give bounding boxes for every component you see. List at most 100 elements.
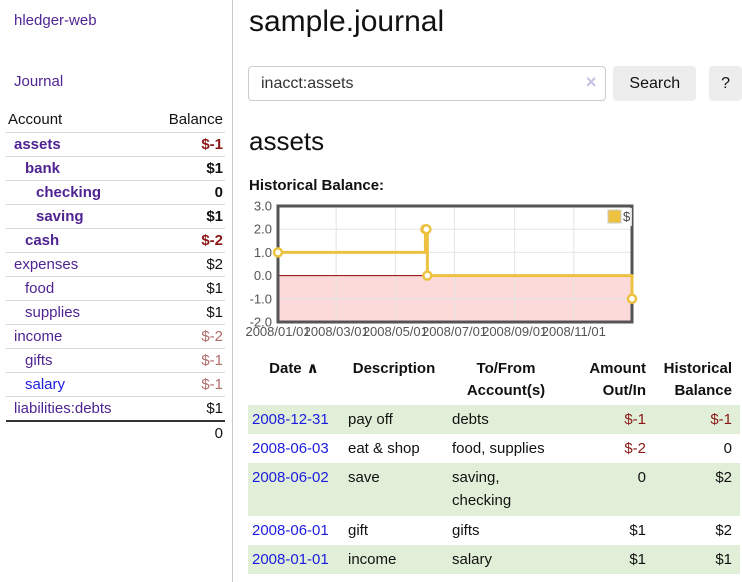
x-axis-tick-label: 2008/07/01 [422,324,487,339]
sidebar-account-balance: $-1 [147,348,225,373]
y-axis-tick-label: -1.0 [250,291,272,306]
sidebar-account-balance: $-2 [147,324,225,349]
register-row: 2008-01-01 income salary $1 $1 [248,544,740,574]
legend-label: $ [623,209,631,224]
register-amount-cell: 0 [637,469,646,486]
chart-canvas: $2008/01/012008/03/012008/05/012008/07/0… [245,199,638,339]
sidebar-account-expenses[interactable]: expenses [14,256,79,273]
sidebar-account-assets[interactable]: assets [14,136,61,153]
sidebar-account-row: checking 0 [6,180,225,205]
register-date-link[interactable]: 2008-06-02 [252,469,329,486]
sidebar-account-row: gifts $-1 [6,348,225,373]
x-axis-tick-label: 2008/11/01 [542,324,606,339]
sidebar-account-row: liabilities:debts $1 [6,396,225,421]
sidebar-total-balance: 0 [147,420,225,445]
y-axis-tick-label: -2.0 [250,315,272,330]
sidebar: hledger-web Journal Account Balance asse… [0,0,233,582]
sidebar-account-balance: $1 [147,276,225,301]
search-input[interactable] [248,66,607,101]
accounts-header-account: Account [8,111,63,128]
data-point-marker [421,223,432,235]
y-axis-tick-label: 3.0 [254,199,272,214]
register-description-cell: pay off [348,410,393,428]
register-date-link[interactable]: 2008-01-01 [252,550,329,568]
page-title: sample.journal [249,5,445,38]
register-row: 2008-06-01 gift gifts $1 $2 [248,516,740,545]
register-accounts-cell: salary [452,550,493,568]
register-balance-cell: $2 [715,469,732,486]
register-amount-cell: $-1 [624,410,646,428]
x-axis-tick-label: 2008/09/01 [482,324,547,339]
register-amount-cell: $-2 [624,439,646,457]
y-axis-tick-label: 0.0 [254,268,272,283]
help-button[interactable]: ? [709,66,742,101]
sidebar-account-supplies[interactable]: supplies [25,304,81,321]
register-date-link[interactable]: 2008-06-01 [252,521,329,539]
chart-label: Historical Balance: [249,177,385,194]
register-description-cell: income [348,550,397,568]
x-axis-tick-label: 2008/05/01 [363,324,428,339]
register-row: 2008-06-03 eat & shop food, supplies $-2 0 [248,434,740,463]
sidebar-account-balance: $1 [147,156,225,181]
search-bar: × Search ? [248,66,742,101]
register-amount-cell: $1 [629,550,646,568]
register-header-row: Date ∧ Description To/From Account(s) Amount… [248,356,740,405]
app-brand-link[interactable]: hledger-web [14,12,97,29]
sidebar-account-gifts[interactable]: gifts [25,352,53,369]
register-column-header: Description [352,360,436,377]
search-input-wrap: × [248,66,607,101]
sidebar-account-checking[interactable]: checking [36,184,102,201]
register-column-header: To/From Account(s) [466,360,546,399]
x-axis-tick-label: 2008/01/01 [245,324,310,339]
sidebar-account-balance: $1 [147,204,225,229]
register-row: 2008-12-31 pay off debts $-1 $-1 [248,404,740,434]
register-balance-cell: $1 [715,550,732,568]
accounts-header-row: Account Balance [6,108,225,133]
sidebar-account-balance: $-1 [147,132,225,157]
main-content: sample.journal × Search ? assets Histori… [234,0,742,582]
sidebar-total-row: 0 [6,420,225,445]
sidebar-account-saving[interactable]: saving [36,208,84,225]
register-column-header: Historical Balance [663,360,732,399]
sidebar-account-salary[interactable]: salary [25,376,66,393]
register-accounts-cell: debts [452,410,489,428]
register-balance-cell: 0 [723,439,732,457]
account-heading: assets [249,126,325,156]
sidebar-account-row: cash $-2 [6,228,225,253]
register-row: 2008-06-02 save saving, checking 0 $2 [248,463,740,516]
sidebar-account-row: income $-2 [6,324,225,349]
sidebar-account-food[interactable]: food [25,280,55,297]
sidebar-account-row: bank $1 [6,156,225,181]
sidebar-account-liabilities-debts[interactable]: liabilities:debts [14,400,112,417]
register-balance-cell: $-1 [710,410,732,428]
register-date-link[interactable]: 2008-12-31 [252,410,329,428]
historical-balance-chart: $2008/01/01 2008/03/01 2008/05/01 2008/07/0… [245,199,742,343]
sidebar-account-balance: $2 [147,252,225,277]
sort-ascending-icon[interactable]: ∧ [306,360,319,377]
data-point-marker [422,270,433,281]
sidebar-account-balance: $1 [147,396,225,421]
sidebar-account-bank[interactable]: bank [25,160,61,177]
register-column-header[interactable]: Date ∧ [269,360,319,377]
accounts-table: Account Balance assets $-1 bank $1 checking 0… [6,108,225,445]
sidebar-account-income[interactable]: income [14,328,63,345]
sidebar-account-balance: $-1 [147,372,225,397]
sidebar-item-journal[interactable]: Journal [14,73,64,90]
register-description-cell: gift [348,521,369,539]
data-point-marker [626,293,638,305]
register-accounts-cell: gifts [452,521,480,539]
y-axis-tick-label: 2.0 [254,222,272,237]
sidebar-account-cash[interactable]: cash [25,232,60,249]
sidebar-account-row: food $1 [6,276,225,301]
sidebar-account-row: saving $1 [6,204,225,229]
clear-search-icon[interactable]: × [585,72,597,92]
data-point-marker [272,247,284,258]
register-date-link[interactable]: 2008-06-03 [252,439,329,457]
search-button[interactable]: Search [613,66,697,101]
register-amount-cell: $1 [629,521,646,539]
register-balance-cell: $2 [715,521,732,539]
legend-swatch [607,209,622,224]
sidebar-account-balance: 0 [147,180,225,205]
sidebar-account-balance: $1 [147,300,225,325]
sidebar-account-row: salary $-1 [6,372,225,397]
